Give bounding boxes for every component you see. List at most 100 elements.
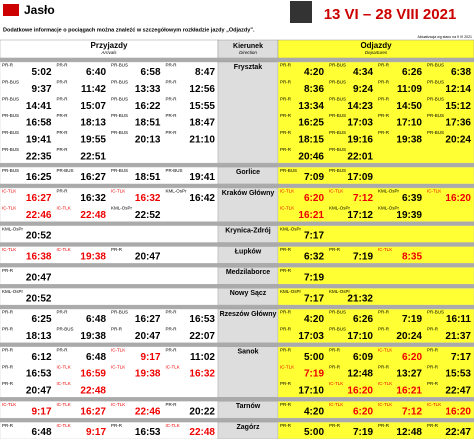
carrier: IC-TLK [378,347,392,352]
carrier: PR-BUS [427,96,444,101]
time: 7:17 [304,293,324,304]
direction-name: Zagórz [237,424,260,431]
carrier: PR-R [378,130,390,135]
time: 7:17 [451,352,471,363]
time: 15:12 [445,101,471,112]
time: 16:27 [80,406,106,417]
time: 6:40 [86,67,106,78]
time: 9:24 [353,84,373,95]
carrier: PR-BUS [2,147,19,152]
carrier: KML-OsPr [378,205,400,210]
time: 19:16 [347,134,373,145]
time: 6:38 [451,67,471,78]
carrier: PR-R [57,96,69,101]
carrier: PR-R [280,147,292,152]
direction-name: Rzeszów Główny [220,311,277,318]
time: 16:20 [347,386,373,397]
carrier: KML-OsPr [2,289,24,294]
time: 6:20 [402,352,422,363]
carrier: PR-BUS [2,80,19,85]
time: 18:51 [135,118,161,129]
carrier: PR-R [329,423,341,428]
carrier: PR-R [2,63,14,68]
time: 19:38 [135,369,161,380]
time: 12:48 [347,369,373,380]
carrier: IC-TLK [329,189,343,194]
time: 4:20 [304,314,324,325]
departures-cell [277,61,474,164]
time: 7:19 [304,272,324,283]
time: 16:53 [135,427,161,438]
carrier: IC-TLK [280,205,294,210]
carrier: PR-BUS [2,168,19,173]
time: 18:13 [80,118,106,129]
time: 19:55 [80,134,106,145]
time: 20:47 [135,331,161,342]
time: 16:27 [26,193,52,204]
time: 22:48 [80,386,106,397]
carrier: PR-BUS [57,327,74,332]
time: 7:19 [402,314,422,325]
carrier: PR-R [280,247,292,252]
carrier: IC-TLK [111,364,125,369]
carrier: PR-R [280,423,292,428]
carrier: PR-R [166,310,178,315]
carrier: PR-BUS [111,168,128,173]
carrier: PR-R [2,327,14,332]
time: 17:09 [347,172,373,183]
time: 16:32 [189,369,215,380]
row-separator [0,221,474,226]
time: 6:12 [31,352,51,363]
row-separator [0,263,474,268]
carrier: KML-OsPr [280,226,302,231]
carrier: PR-R [166,63,178,68]
time: 21:37 [445,331,471,342]
row-separator [0,58,474,62]
row-separator [0,418,474,423]
arrivals-cell [0,346,219,398]
time: 20:22 [189,406,215,417]
time: 15:07 [80,101,106,112]
time: 17:36 [445,118,471,129]
carrier: IC-TLK [166,364,180,369]
time: 6:09 [353,352,373,363]
direction-name: Tarnów [236,403,261,410]
time: 19:38 [396,134,422,145]
carrier: PR-BUS [427,310,444,315]
carrier: PR-R [57,63,69,68]
carrier: PR-R [280,347,292,352]
carrier: PR-R [111,247,123,252]
time: 22:48 [189,427,215,438]
time: 15:53 [445,369,471,380]
carrier: PR-R [378,423,390,428]
time: 22:35 [26,151,52,162]
time: 8:36 [304,84,324,95]
row-separator [0,163,474,168]
carrier: PR-R [427,327,439,332]
time: 20:47 [135,252,161,263]
carrier: IC-TLK [2,402,16,407]
time: 20:24 [396,331,422,342]
time: 16:32 [135,193,161,204]
row-separator [0,242,474,247]
direction-name: Gorlice [236,169,260,176]
carrier: IC-TLK [57,381,71,386]
time: 17:12 [347,210,373,221]
carrier: IC-TLK [427,189,441,194]
carrier: PR-R [280,113,292,118]
carrier: PR-BUS [2,96,19,101]
time: 6:20 [304,193,324,204]
time: 11:09 [397,84,422,95]
carrier: PR-BUS [329,168,346,173]
carrier: IC-TLK [2,247,16,252]
time: 19:38 [80,331,106,342]
carrier: PR-R [280,63,292,68]
time: 4:20 [304,67,324,78]
time: 18:47 [189,118,215,129]
time: 16:53 [189,314,215,325]
time: 16:20 [445,193,471,204]
carrier: IC-TLK [111,402,125,407]
time: 16:20 [445,406,471,417]
period: 13 VI – 28 VIII 2021 [324,6,457,23]
carrier: PR-R [280,310,292,315]
